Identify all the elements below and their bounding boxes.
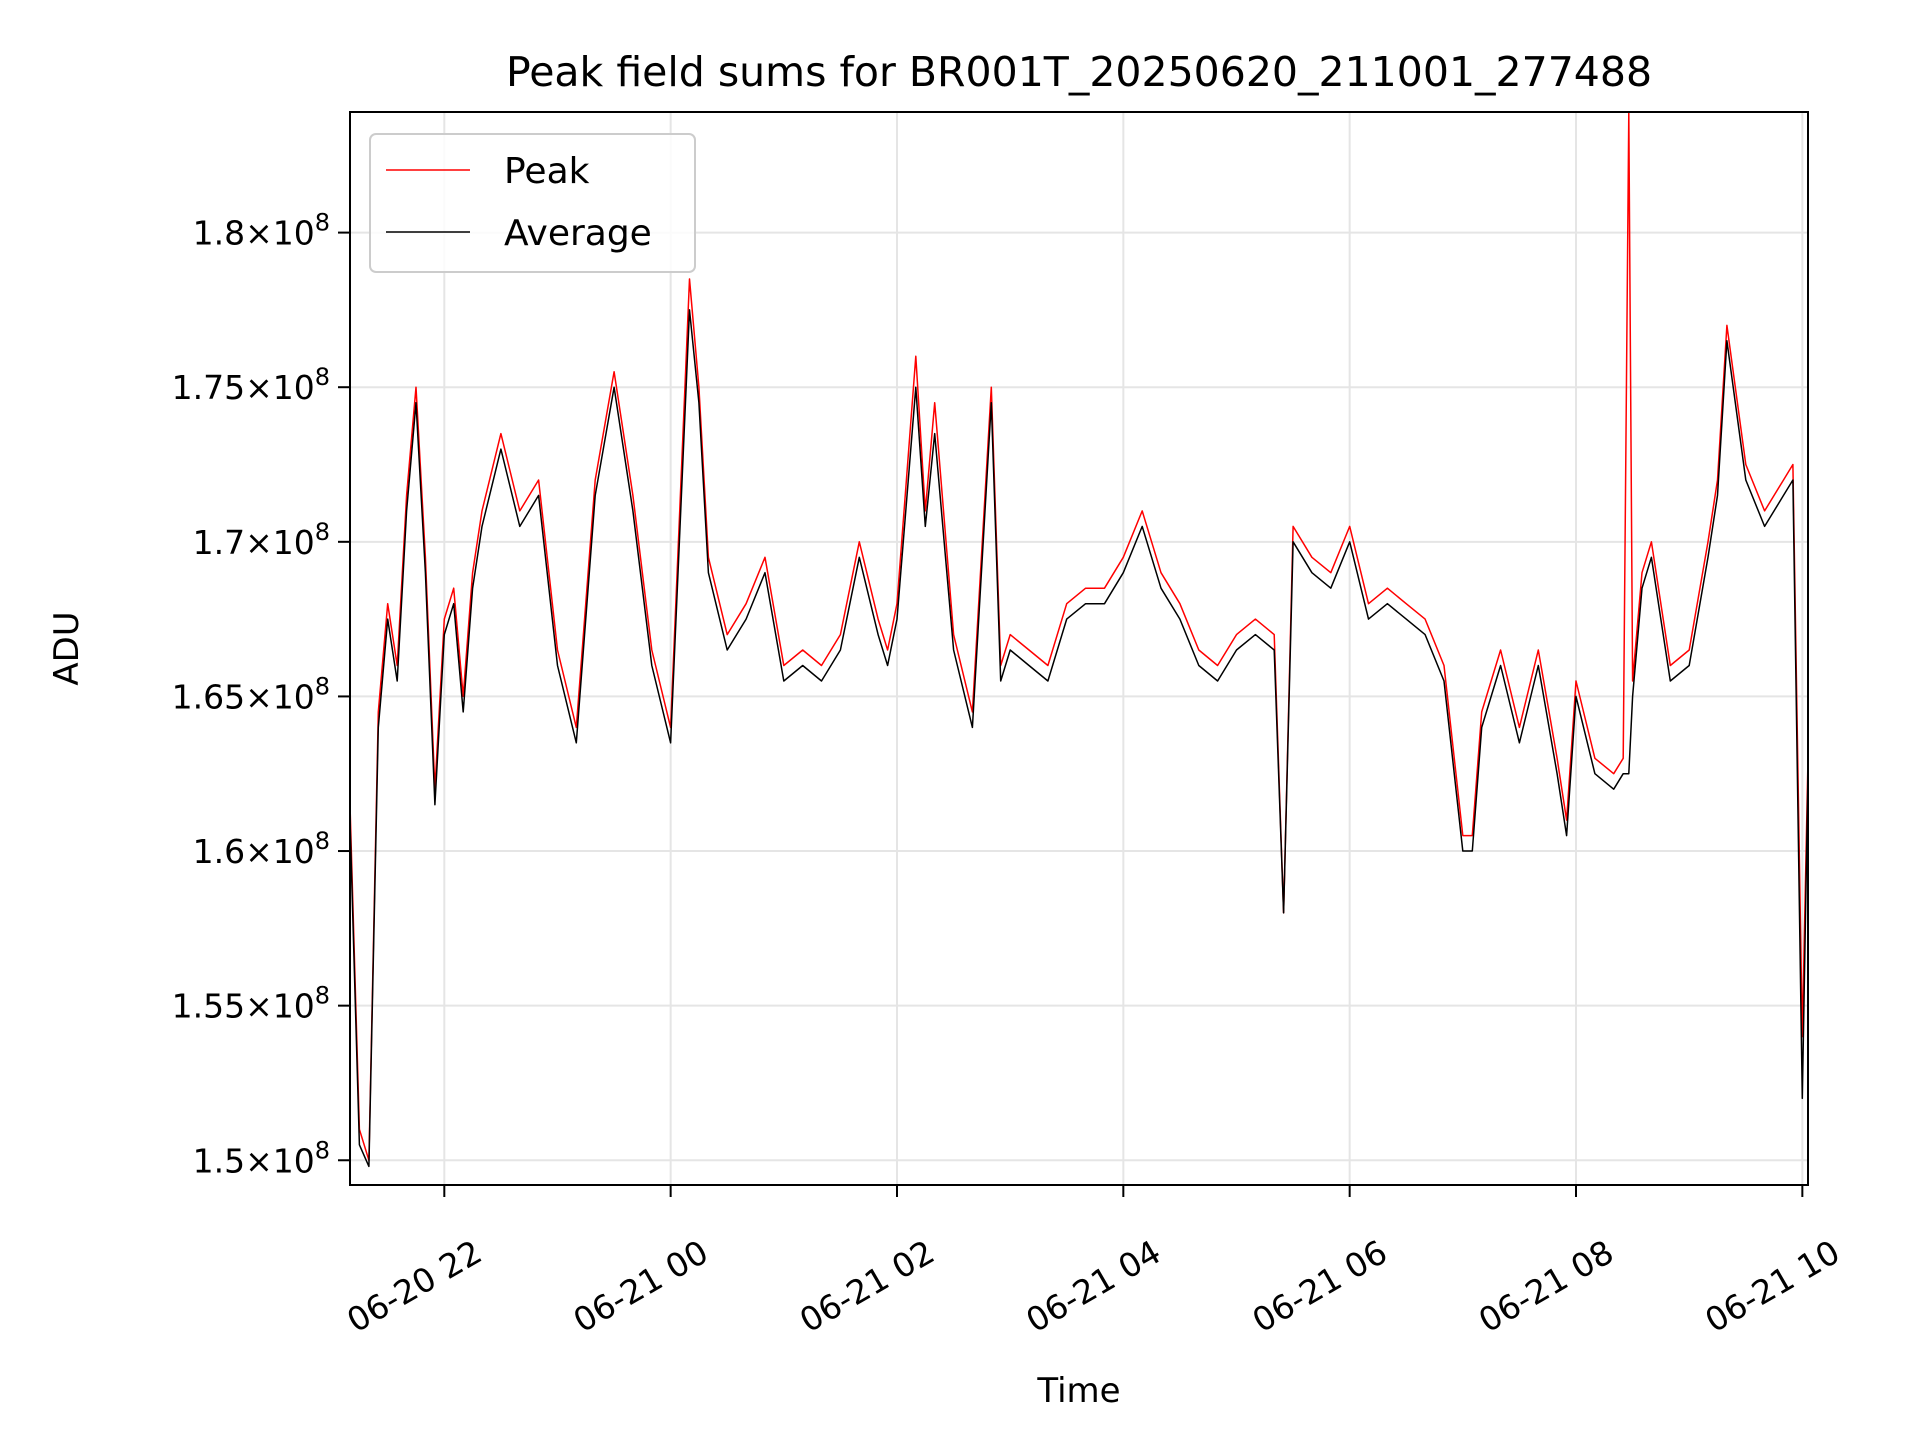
x-axis-label: Time: [1036, 1371, 1120, 1411]
series-layer: [350, 112, 1808, 1168]
series-line-average: [350, 309, 1808, 1168]
y-axis: 1.5×108 1.55×108 1.6×108 1.65×108 1.7×108 1.7…: [172, 209, 350, 1180]
legend: Peak Average: [369, 133, 696, 273]
y-tick-label: 1.8×108: [193, 209, 330, 253]
y-tick-label: 1.6×108: [193, 827, 330, 871]
y-tick-label: 1.5×108: [193, 1136, 330, 1180]
y-tick-label: 1.65×108: [172, 672, 330, 716]
series-line-peak: [350, 112, 1808, 1162]
legend-label-peak: Peak: [504, 151, 590, 192]
chart-title: Peak field sums for BR001T_20250620_2110…: [506, 48, 1652, 96]
legend-label-average: Average: [504, 213, 652, 254]
legend-box: [369, 133, 696, 273]
grid-lines: [350, 112, 1808, 1185]
y-tick-label: 1.7×108: [193, 518, 330, 562]
y-tick-label: 1.55×108: [172, 982, 330, 1026]
plot-frame: [349, 111, 1809, 1186]
y-axis-label: ADU: [47, 611, 87, 685]
y-tick-label: 1.75×108: [172, 363, 330, 407]
